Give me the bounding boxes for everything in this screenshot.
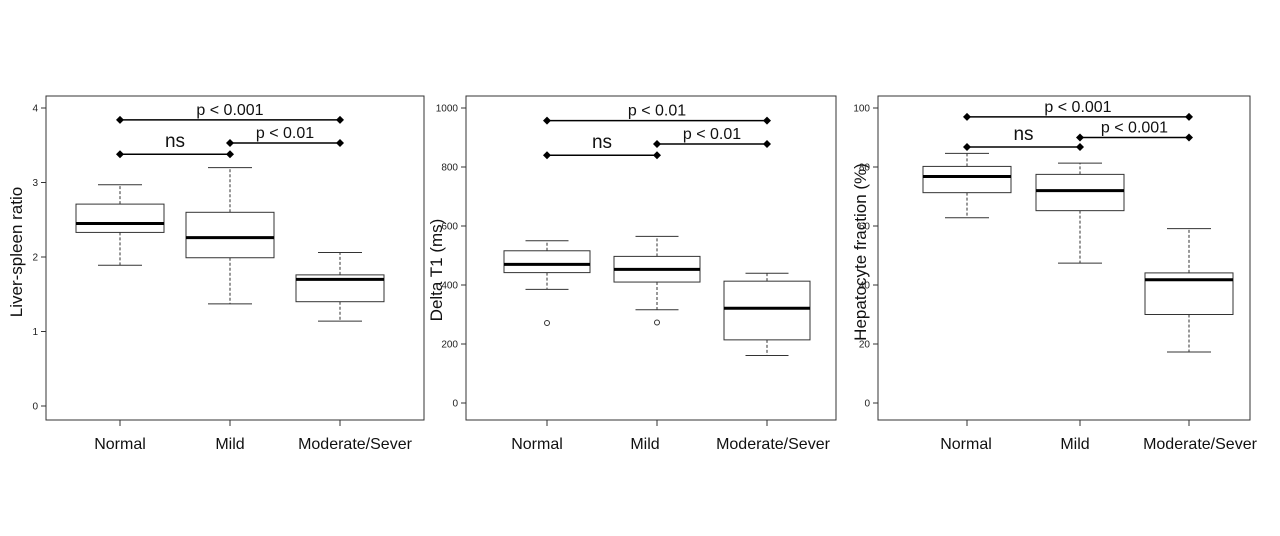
plot-frame	[465, 95, 837, 421]
significance-bracket: ns	[116, 131, 234, 159]
y-tick-label: 80	[859, 163, 871, 174]
y-tick-label: 4	[32, 104, 38, 115]
y-tick-label: 100	[853, 104, 870, 115]
y-tick-label: 0	[452, 399, 458, 410]
category-label-mild: Mild	[1060, 436, 1089, 453]
significance-label: ns	[592, 132, 612, 153]
significance-bracket: p < 0.001	[963, 99, 1193, 121]
category-label-moderate-severe: Moderate/Sever	[298, 436, 413, 453]
iqr-box	[503, 250, 591, 274]
plot-frame	[877, 95, 1251, 421]
panel-liver-spleen-ratio: Liver-spleen ratio Normal Mild Moderate/…	[7, 95, 425, 453]
y-tick-label: 60	[859, 222, 871, 233]
bracket-end-marker	[963, 142, 971, 151]
category-label-normal: Normal	[94, 436, 146, 453]
bracket-end-marker	[1076, 142, 1084, 151]
significance-label: p < 0.001	[1044, 99, 1111, 116]
bracket-end-marker	[116, 150, 124, 159]
y-tick-label: 20	[859, 340, 871, 351]
outlier-point	[654, 319, 660, 326]
significance-bracket: ns	[963, 124, 1084, 151]
category-label-normal: Normal	[511, 436, 563, 453]
bracket-end-marker	[653, 139, 661, 148]
bracket-end-marker	[1076, 133, 1084, 142]
bracket-end-marker	[763, 139, 771, 148]
box-moderate-sever	[1144, 228, 1234, 353]
y-tick-label: 1	[32, 327, 38, 338]
box-normal	[922, 152, 1012, 219]
y-tick-label: 0	[32, 402, 38, 413]
bracket-end-marker	[226, 139, 234, 148]
bracket-end-marker	[336, 139, 344, 148]
y-tick-label: 0	[864, 399, 870, 410]
significance-label: p < 0.001	[1101, 120, 1168, 137]
y-axis-label: Hepatocyte fraction (%)	[851, 163, 870, 341]
box-mild	[1035, 162, 1125, 264]
panel-delta-t1: Delta T1 (ms) Normal Mild Moderate/Sever…	[427, 95, 837, 453]
y-tick-label: 400	[441, 281, 458, 292]
category-label-moderate-severe: Moderate/Sever	[1143, 436, 1258, 453]
y-axis-label: Liver-spleen ratio	[7, 187, 26, 317]
significance-label: p < 0.001	[196, 102, 263, 119]
bracket-end-marker	[653, 151, 661, 160]
y-tick-label: 3	[32, 178, 38, 189]
significance-label: p < 0.01	[683, 126, 741, 143]
category-label-moderate-severe: Moderate/Sever	[716, 436, 831, 453]
bracket-end-marker	[226, 150, 234, 159]
iqr-box	[723, 280, 811, 341]
y-axis-label: Delta T1 (ms)	[427, 219, 446, 322]
box-normal	[75, 184, 165, 266]
significance-label: ns	[1013, 124, 1033, 145]
significance-bracket: p < 0.01	[226, 125, 344, 148]
bracket-end-marker	[116, 115, 124, 124]
y-tick-label: 600	[441, 222, 458, 233]
bracket-end-marker	[543, 116, 551, 125]
y-tick-label: 800	[441, 163, 458, 174]
box-mild	[613, 235, 701, 326]
panel-hepatocyte-fraction: Hepatocyte fraction (%) Normal Mild Mode…	[851, 95, 1258, 453]
y-tick-label: 40	[859, 281, 871, 292]
box-mild	[185, 167, 275, 305]
box-moderate-sever	[295, 252, 385, 322]
category-label-mild: Mild	[215, 436, 244, 453]
plot-frame	[45, 95, 425, 421]
category-label-mild: Mild	[630, 436, 659, 453]
bracket-end-marker	[1185, 133, 1193, 142]
y-tick-label: 1000	[436, 104, 459, 115]
box-moderate-sever	[723, 272, 811, 357]
significance-label: p < 0.01	[256, 125, 314, 142]
iqr-box	[185, 211, 275, 259]
outlier-point	[544, 320, 550, 327]
significance-bracket: p < 0.01	[653, 126, 771, 148]
bracket-end-marker	[1185, 112, 1193, 121]
category-label-normal: Normal	[940, 436, 992, 453]
significance-bracket: p < 0.001	[1076, 120, 1193, 142]
bracket-end-marker	[336, 115, 344, 124]
significance-label: ns	[165, 131, 185, 152]
y-tick-label: 2	[32, 253, 38, 264]
iqr-box	[922, 165, 1012, 194]
significance-label: p < 0.01	[628, 103, 686, 120]
significance-bracket: p < 0.01	[543, 103, 771, 125]
bracket-end-marker	[963, 112, 971, 121]
significance-bracket: p < 0.001	[116, 102, 344, 124]
significance-bracket: ns	[543, 132, 661, 160]
y-tick-label: 200	[441, 340, 458, 351]
box-normal	[503, 240, 591, 327]
iqr-box	[75, 203, 165, 233]
bracket-end-marker	[543, 151, 551, 160]
iqr-box	[1035, 173, 1125, 212]
bracket-end-marker	[763, 116, 771, 125]
